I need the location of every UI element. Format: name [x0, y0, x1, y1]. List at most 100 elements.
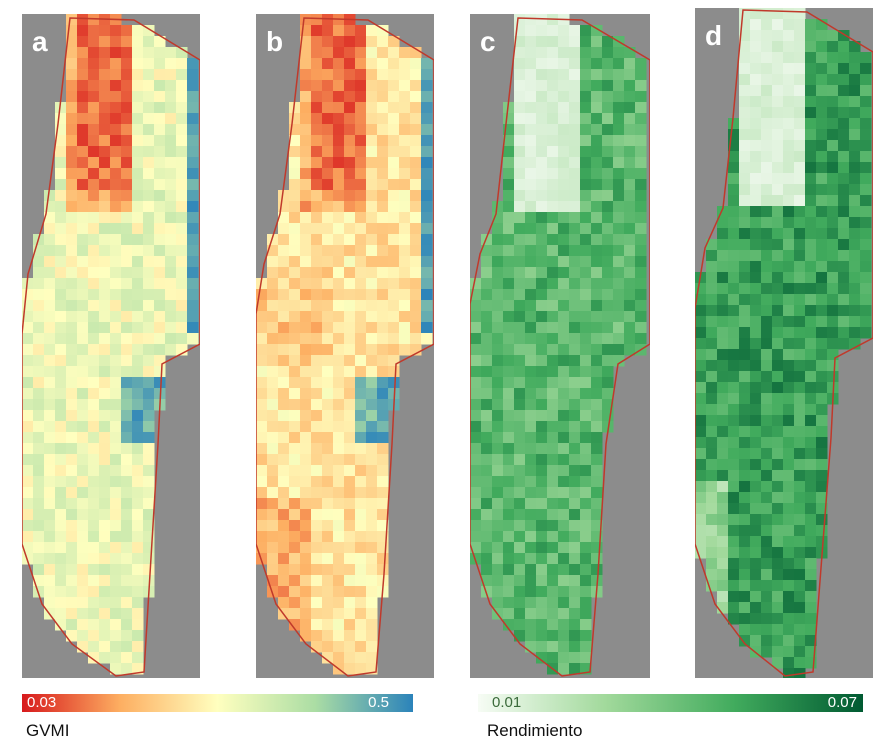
raster-cell [536, 135, 548, 147]
raster-cell [77, 179, 89, 191]
raster-cell [377, 542, 389, 554]
raster-cell [514, 113, 526, 125]
raster-cell [322, 608, 334, 620]
raster-cell [289, 377, 301, 389]
raster-cell [591, 399, 603, 411]
raster-cell [816, 239, 828, 251]
raster-cell [750, 569, 762, 581]
raster-cell [591, 201, 603, 213]
raster-cell [569, 157, 581, 169]
raster-cell [492, 553, 504, 565]
raster-cell [805, 624, 817, 636]
raster-cell [805, 349, 817, 361]
raster-cell [377, 36, 389, 48]
raster-cell [750, 250, 762, 262]
raster-cell [783, 591, 795, 603]
raster-cell [739, 437, 751, 449]
raster-cell [838, 118, 850, 130]
raster-cell [110, 234, 122, 246]
raster-cell [706, 283, 718, 295]
raster-cell [388, 344, 400, 356]
raster-cell [267, 509, 279, 521]
raster-cell [88, 509, 100, 521]
raster-cell [772, 415, 784, 427]
raster-cell [624, 58, 636, 70]
raster-cell [569, 586, 581, 598]
raster-cell [602, 344, 614, 356]
raster-cell [739, 635, 751, 647]
raster-cell [783, 140, 795, 152]
raster-cell [399, 322, 411, 334]
raster-cell [322, 69, 334, 81]
raster-cell [377, 25, 389, 37]
raster-cell [805, 371, 817, 383]
raster-cell [399, 102, 411, 114]
raster-cell [110, 586, 122, 598]
raster-cell [311, 641, 323, 653]
raster-cell [388, 47, 400, 59]
raster-cell [635, 113, 647, 125]
raster-cell [591, 234, 603, 246]
raster-cell [333, 553, 345, 565]
raster-cell [410, 267, 422, 279]
raster-cell [569, 553, 581, 565]
raster-cell [761, 107, 773, 119]
raster-cell [503, 608, 515, 620]
raster-cell [739, 316, 751, 328]
raster-cell [558, 586, 570, 598]
raster-cell [794, 437, 806, 449]
raster-cell [750, 107, 762, 119]
raster-cell [377, 146, 389, 158]
raster-cell [728, 426, 740, 438]
raster-cell [66, 201, 78, 213]
raster-cell [750, 503, 762, 515]
raster-cell [88, 586, 100, 598]
raster-cell [624, 47, 636, 59]
raster-cell [278, 355, 290, 367]
raster-cell [121, 267, 133, 279]
raster-cell [783, 459, 795, 471]
raster-cell [300, 542, 312, 554]
raster-cell [99, 487, 111, 499]
raster-cell [739, 558, 751, 570]
raster-cell [55, 465, 67, 477]
raster-cell [344, 377, 356, 389]
raster-cell [805, 415, 817, 427]
raster-cell [388, 212, 400, 224]
raster-cell [717, 569, 729, 581]
raster-cell [121, 333, 133, 345]
raster-cell [558, 608, 570, 620]
raster-cell [366, 25, 378, 37]
raster-cell [176, 300, 188, 312]
raster-cell [333, 113, 345, 125]
raster-cell [580, 135, 592, 147]
raster-cell [794, 74, 806, 86]
raster-cell [783, 613, 795, 625]
raster-cell [388, 102, 400, 114]
raster-cell [77, 311, 89, 323]
raster-cell [88, 168, 100, 180]
raster-cell [695, 514, 707, 526]
raster-cell [816, 63, 828, 75]
raster-cell [569, 124, 581, 136]
raster-cell [750, 415, 762, 427]
raster-cell [366, 542, 378, 554]
raster-cell [761, 8, 773, 20]
raster-cell [66, 36, 78, 48]
raster-cell [132, 432, 144, 444]
raster-cell [388, 333, 400, 345]
raster-cell [695, 294, 707, 306]
raster-cell [591, 476, 603, 488]
raster-cell [66, 575, 78, 587]
raster-cell [77, 410, 89, 422]
raster-cell [805, 525, 817, 537]
raster-cell [772, 96, 784, 108]
raster-cell [311, 245, 323, 257]
raster-cell [739, 173, 751, 185]
raster-cell [624, 234, 636, 246]
raster-cell [772, 327, 784, 339]
raster-cell [558, 388, 570, 400]
raster-cell [827, 195, 839, 207]
raster-cell [77, 58, 89, 70]
raster-cell [849, 327, 861, 339]
